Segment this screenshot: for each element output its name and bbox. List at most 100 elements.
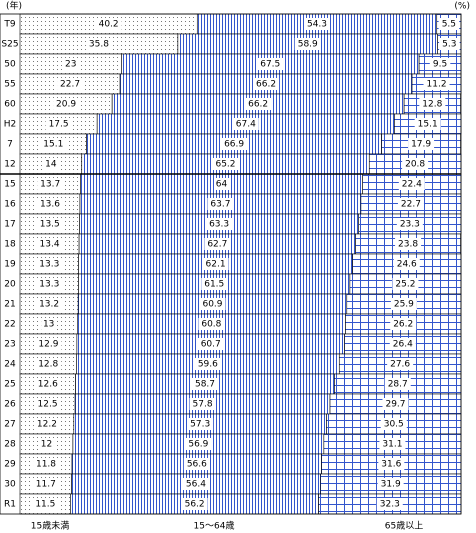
value-label-bg [382,398,409,410]
value-label: 13.3 [39,260,59,270]
value-label-bg [377,478,404,490]
value-label: 5.5 [442,20,456,30]
value-label: 32.3 [380,500,400,510]
value-label: 60.8 [201,320,221,330]
value-label: 67.4 [236,120,256,130]
y-tick-label: 29 [4,460,16,470]
value-label: 13.2 [39,300,59,310]
value-label: 12.5 [38,400,58,410]
value-label: 62.1 [206,260,226,270]
y-tick-label: 30 [4,480,16,490]
value-label: 27.6 [390,360,410,370]
value-label-bg [390,298,417,310]
value-label-bg [198,318,225,330]
value-label-bg [393,258,420,270]
value-label: 15.1 [43,140,63,150]
value-label-bg [390,318,417,330]
value-label-bg [204,238,231,250]
y-tick-label: 23 [4,340,15,350]
value-label-bg [34,378,61,390]
value-label: 22.7 [60,80,80,90]
value-label-bg [33,418,60,430]
value-label-bg [189,398,216,410]
y-tick-label: R1 [4,500,16,510]
value-label-bg [439,38,460,50]
value-label-bg [185,438,212,450]
value-label: 11.5 [35,500,55,510]
value-label: 54.3 [307,20,327,30]
value-label: 60.7 [201,340,221,350]
value-label: 5.3 [442,40,456,50]
value-label-bg [36,238,63,250]
value-label-bg [36,198,63,210]
value-label: 12.8 [422,100,442,110]
y-tick-label: 17 [4,220,15,230]
value-label-bg [191,378,218,390]
value-label-bg [389,338,416,350]
value-label: 63.7 [210,200,230,210]
value-label-bg [41,318,57,330]
value-label-bg [181,498,208,510]
value-label: 23 [65,60,76,70]
value-label: 26.4 [393,340,413,350]
value-label-bg [214,178,230,190]
value-label-bg [429,58,451,70]
value-label-bg [63,58,79,70]
value-label-bg [182,478,209,490]
value-label: 56.9 [188,440,208,450]
value-label: 61.5 [204,280,224,290]
value-label-bg [43,158,59,170]
value-label-bg [187,418,214,430]
y-tick-label: 21 [4,300,15,310]
value-label: 22.4 [402,180,422,190]
value-label-bg [36,298,63,310]
value-label: 13 [43,320,54,330]
y-tick-label: 24 [4,360,16,370]
value-label-bg [392,278,419,290]
value-label: 64 [216,180,228,190]
value-label: 63.3 [209,220,229,230]
value-label-bg [201,278,228,290]
y-tick-label: 50 [4,60,16,70]
value-label-bg [95,18,122,30]
value-label-bg [402,158,429,170]
value-label: 35.8 [89,40,109,50]
y-tick-label: 19 [4,260,16,270]
value-label: 13.7 [40,180,60,190]
value-label: 29.7 [385,400,405,410]
value-label: 12.9 [38,340,58,350]
value-label: 12 [41,440,52,450]
value-label-bg [232,118,259,130]
y-tick-label: 25 [4,380,15,390]
y-tick-label: 26 [4,400,16,410]
y-tick-label: 20 [4,280,16,290]
value-label-bg [53,98,80,110]
value-label-bg [438,18,460,30]
value-label: 28.7 [388,380,408,390]
value-label-bg [202,258,229,270]
value-label: 31.9 [381,480,401,490]
y-tick-label: 22 [4,320,15,330]
value-label-bg [398,178,425,190]
value-label-bg [85,38,112,50]
value-label: 31.1 [382,440,402,450]
value-label: 13.4 [40,240,60,250]
value-label-bg [35,358,62,370]
value-label-bg [387,358,414,370]
plot-frame [0,13,462,515]
value-label-bg [183,458,210,470]
value-label: 12.8 [38,360,58,370]
y-tick-label: H2 [4,120,17,130]
y-tick-label: 15 [4,180,15,190]
y-tick-label: 18 [4,240,16,250]
value-label: 12.2 [37,420,57,430]
y-tick-label: 55 [4,80,15,90]
value-label-bg [38,438,54,450]
value-label-bg [206,218,233,230]
value-label-bg [35,338,62,350]
value-label-bg [197,338,224,350]
value-label: 58.7 [195,380,215,390]
value-label: 57.8 [193,400,213,410]
value-label-bg [396,218,423,230]
value-label: 15.1 [418,120,438,130]
